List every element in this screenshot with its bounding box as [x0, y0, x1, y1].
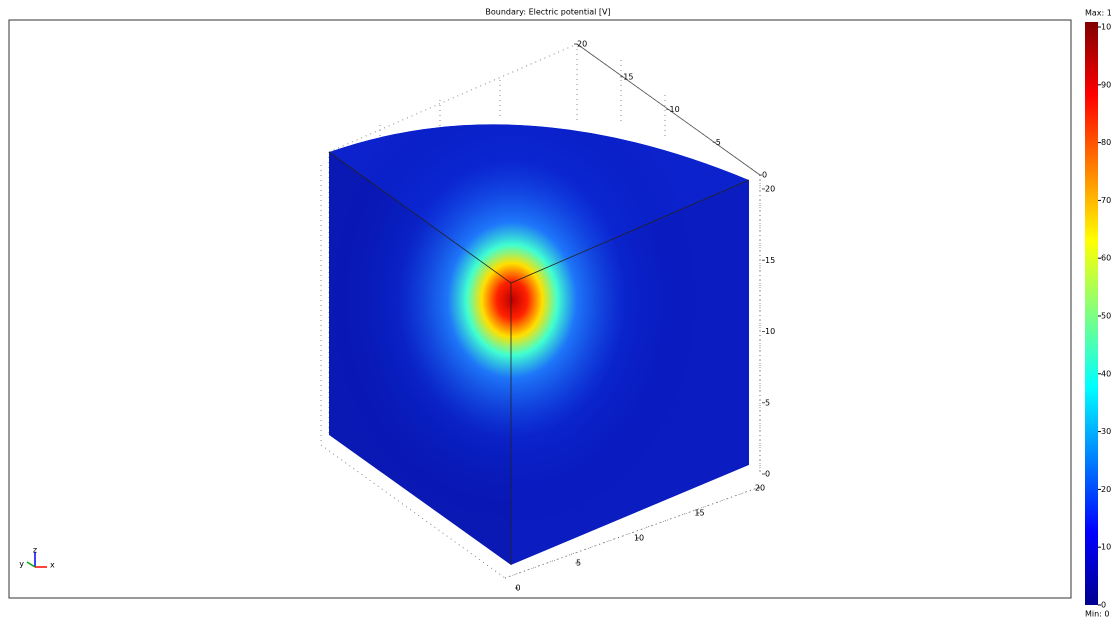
triad-label: x — [50, 561, 55, 570]
colorbar-tick-label: 10 — [1101, 543, 1111, 552]
colorbar-min: Min: 0 — [1085, 610, 1110, 618]
axis-tick-label: 5 — [576, 559, 581, 568]
axis-tick-label: 5 — [716, 138, 721, 147]
colorbar-tick-label: 50 — [1101, 312, 1111, 321]
axis-tick-label: 10 — [634, 534, 644, 543]
axis-tick-label: 15 — [765, 256, 775, 265]
axis-tick-label: 0 — [765, 470, 770, 479]
triad-label: y — [19, 560, 24, 569]
colorbar-tick-label: 60 — [1101, 254, 1111, 263]
plot-title: Boundary: Electric potential [V] — [485, 8, 610, 17]
colorbar-tick-label: 40 — [1101, 369, 1111, 378]
screen: Boundary: Electric potential [V] z x y M… — [0, 0, 1111, 618]
axis-tick-label: 0 — [515, 584, 520, 593]
axis-tick-label: 5 — [765, 398, 770, 407]
axis-tick-label: 10 — [670, 105, 680, 114]
colorbar-tick-label: 80 — [1101, 138, 1111, 147]
colorbar-tick-label: 90 — [1101, 80, 1111, 89]
axis-tick-label: 15 — [694, 509, 704, 518]
axis-tick-label: 20 — [577, 40, 587, 49]
axis-tick-label: 20 — [755, 484, 765, 493]
colorbar-tick-label: 30 — [1101, 427, 1111, 436]
colorbar-tick-label: 70 — [1101, 196, 1111, 205]
colorbar-tick-label: 100 — [1101, 23, 1111, 32]
axis-tick-label: 20 — [765, 185, 775, 194]
axis-tick-label: 10 — [765, 327, 775, 336]
colorbar-max: Max: 100 — [1085, 9, 1111, 18]
colorbar-tick-label: 20 — [1101, 485, 1111, 494]
colorbar-tick-label: 0 — [1101, 601, 1106, 610]
colorbar — [1085, 22, 1098, 605]
axis-tick-label: 15 — [623, 72, 633, 81]
triad-label: z — [33, 546, 37, 555]
axis-tick-label: 0 — [762, 171, 767, 180]
